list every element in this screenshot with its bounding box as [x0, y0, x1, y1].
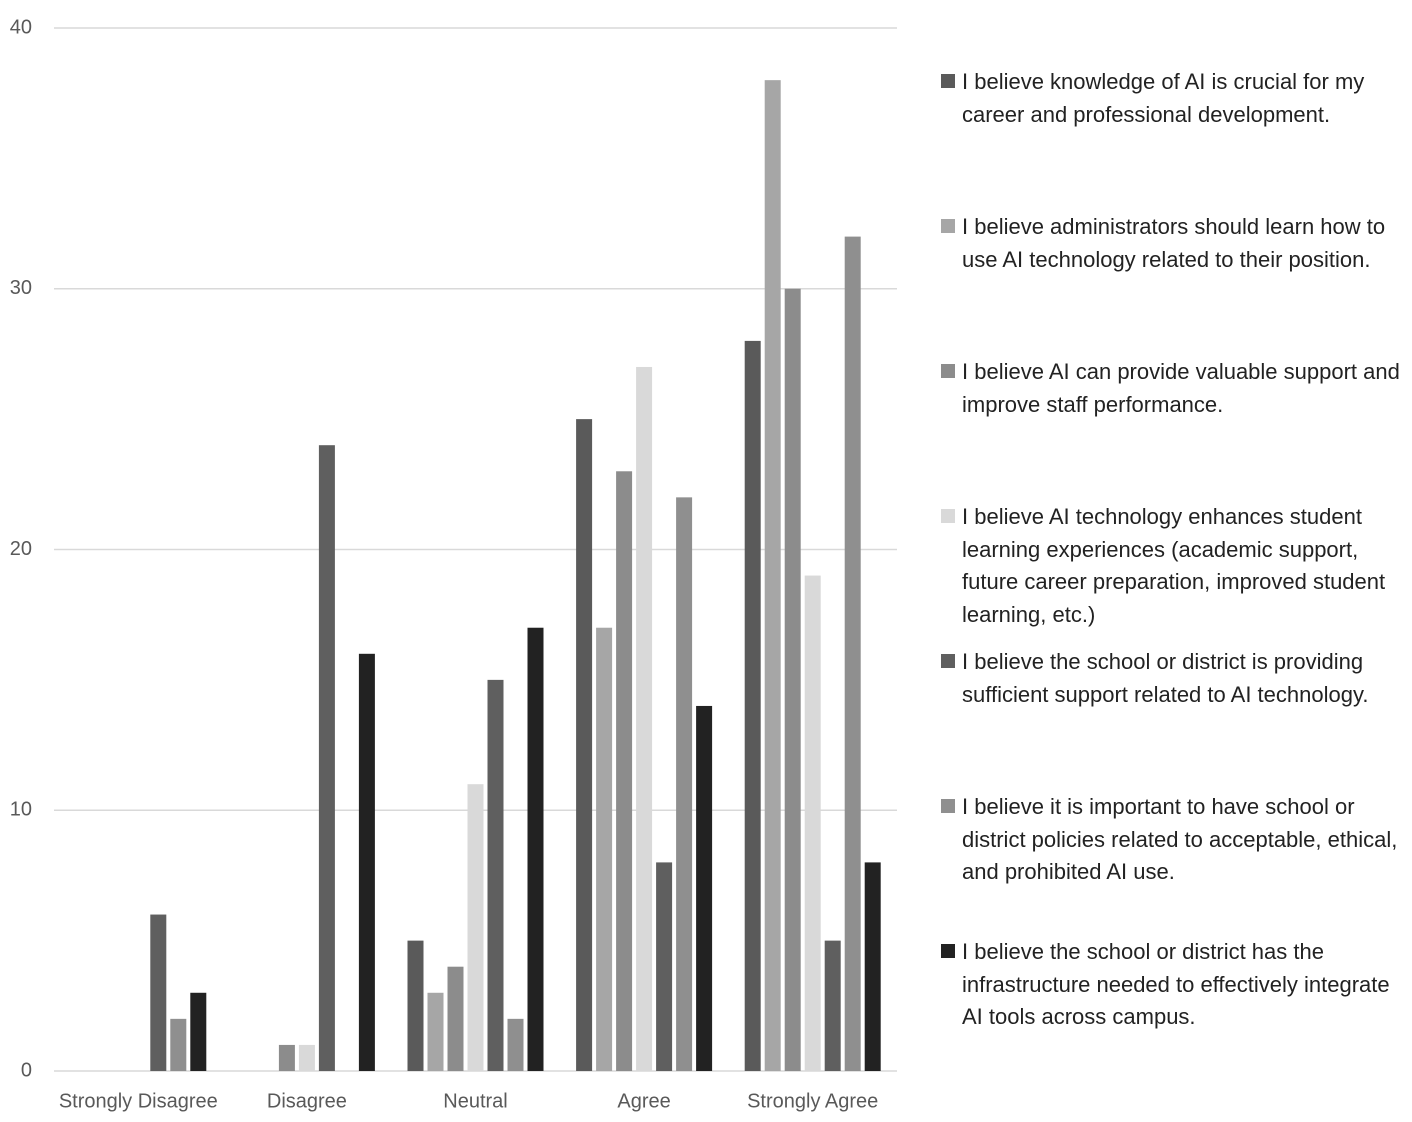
x-tick-label: Strongly Agree — [747, 1090, 878, 1112]
legend-swatch — [941, 74, 955, 88]
bar — [507, 1018, 524, 1071]
legend-item: I believe administrators should learn ho… — [941, 211, 1409, 276]
legend-item: I believe AI can provide valuable suppor… — [941, 356, 1409, 421]
bar — [656, 862, 673, 1071]
x-tick-label: Agree — [617, 1090, 670, 1112]
bar — [190, 992, 207, 1071]
x-tick-label: Neutral — [443, 1090, 507, 1112]
bar — [170, 1018, 187, 1071]
legend-label: I believe administrators should learn ho… — [962, 214, 1386, 272]
legend-swatch — [941, 944, 955, 958]
y-tick-label: 10 — [10, 799, 32, 821]
bar — [407, 940, 424, 1071]
bar — [596, 627, 613, 1071]
x-tick-label: Strongly Disagree — [59, 1090, 218, 1112]
bar — [844, 236, 861, 1072]
bar — [744, 340, 761, 1071]
legend-swatch — [941, 654, 955, 668]
legend-label: I believe knowledge of AI is crucial for… — [962, 69, 1365, 127]
bar — [864, 862, 881, 1071]
bar — [467, 784, 484, 1071]
legend-label: I believe AI technology enhances student… — [962, 504, 1386, 627]
bar — [527, 627, 544, 1071]
legend-label: I believe AI can provide valuable suppor… — [962, 359, 1400, 417]
legend-item: I believe knowledge of AI is crucial for… — [941, 66, 1409, 131]
legend-item: I believe it is important to have school… — [941, 791, 1409, 889]
bar — [784, 288, 801, 1071]
y-tick-label: 40 — [10, 16, 32, 38]
legend-swatch — [941, 364, 955, 378]
bar — [824, 940, 841, 1071]
bar — [636, 366, 653, 1072]
bar — [278, 1044, 295, 1071]
bar — [576, 419, 593, 1071]
legend-item: I believe the school or district is prov… — [941, 646, 1409, 711]
bar — [298, 1044, 315, 1071]
bar — [150, 914, 167, 1071]
bar — [696, 705, 713, 1071]
y-tick-label: 0 — [21, 1059, 32, 1081]
bar — [358, 653, 375, 1071]
bar — [447, 966, 464, 1071]
bar — [616, 471, 633, 1071]
x-tick-label: Disagree — [267, 1090, 347, 1112]
bar — [318, 445, 335, 1071]
bar — [427, 992, 444, 1071]
bar — [676, 497, 693, 1072]
legend-label: I believe the school or district has the… — [962, 939, 1390, 1029]
legend-label: I believe the school or district is prov… — [962, 649, 1369, 707]
bar — [487, 679, 504, 1071]
legend-label: I believe it is important to have school… — [962, 794, 1398, 884]
bar — [764, 80, 781, 1071]
y-tick-label: 20 — [10, 538, 32, 560]
legend-item: I believe the school or district has the… — [941, 936, 1409, 1034]
bar — [804, 575, 821, 1071]
legend-swatch — [941, 509, 955, 523]
legend-item: I believe AI technology enhances student… — [941, 501, 1409, 631]
legend-swatch — [941, 219, 955, 233]
legend-swatch — [941, 799, 955, 813]
y-tick-label: 30 — [10, 277, 32, 299]
